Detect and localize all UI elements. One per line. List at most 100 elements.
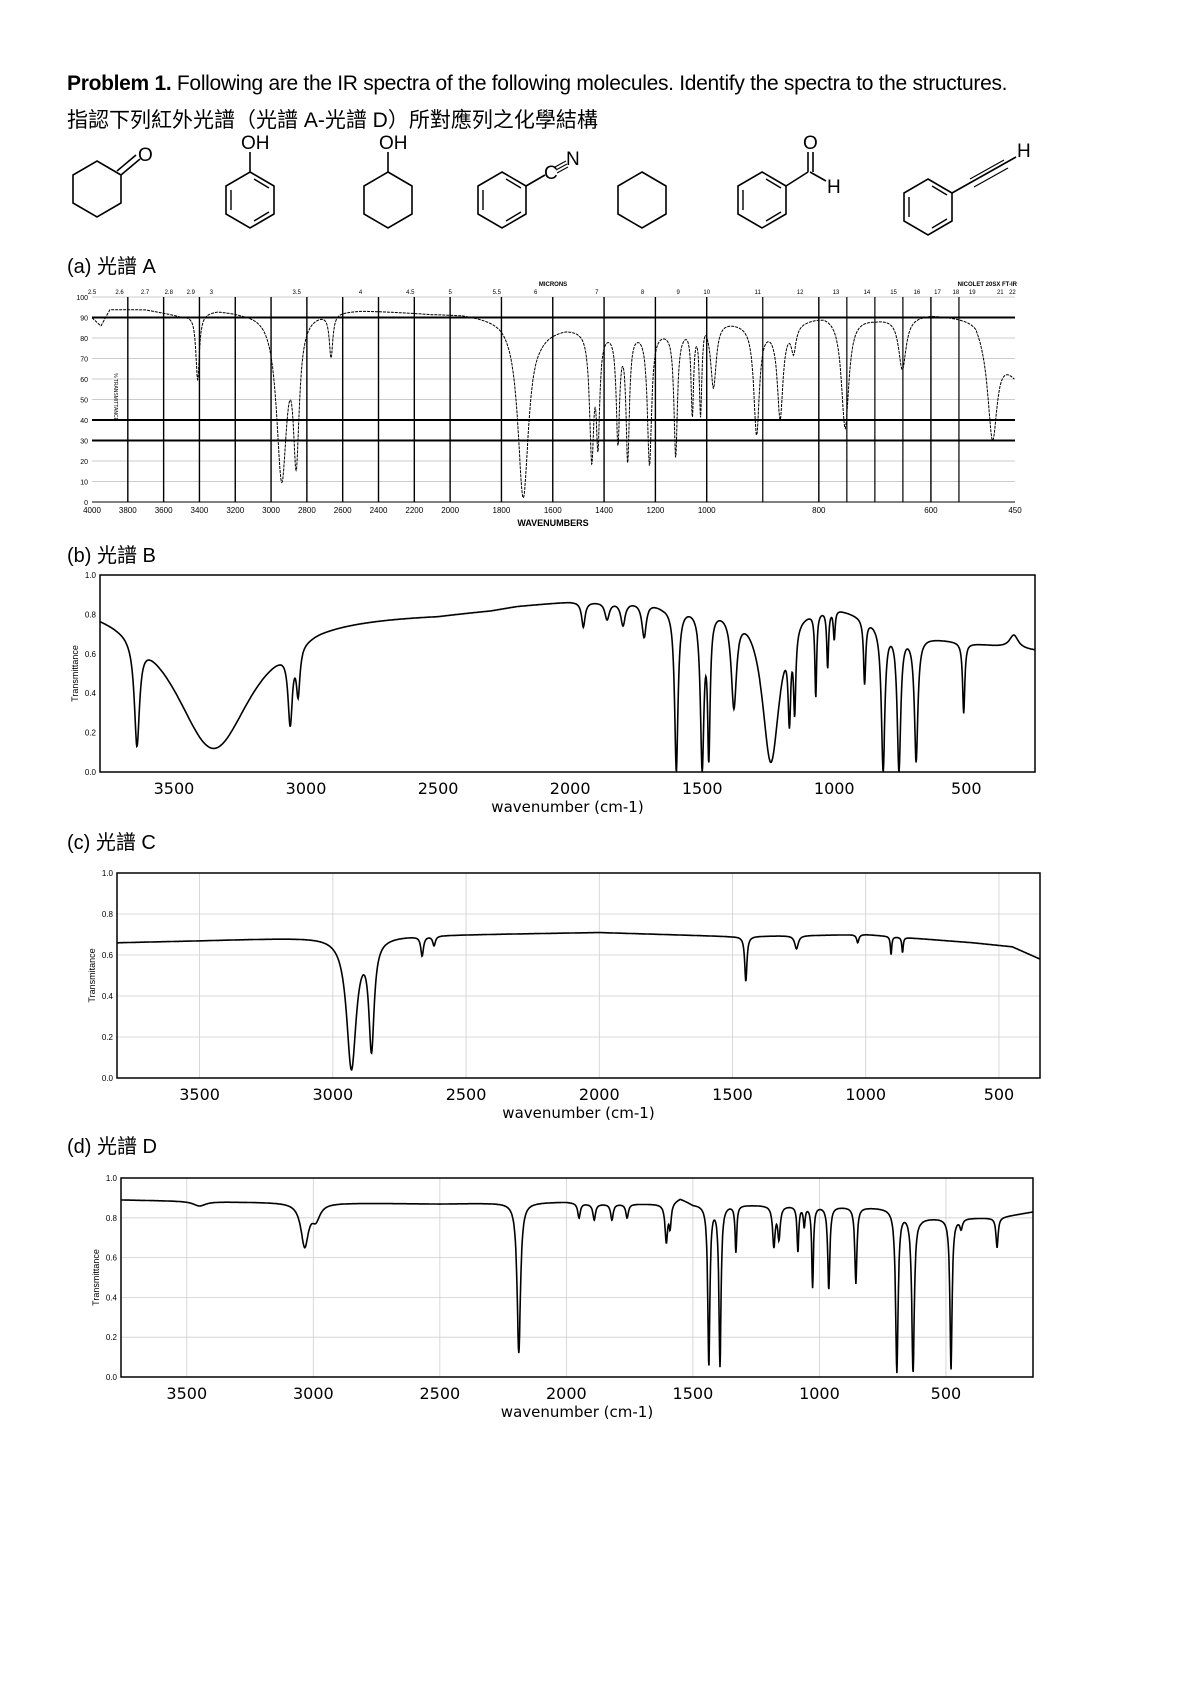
y-tick-label: 0.0 xyxy=(85,768,97,777)
y-axis-label: Transmitance xyxy=(87,948,97,1002)
micron-tick-label: 2.9 xyxy=(187,290,196,296)
molecule-structures: O OH OH C N O H H xyxy=(72,133,1031,236)
x-tick-label: 800 xyxy=(812,506,826,515)
x-tick-label: 2800 xyxy=(298,506,316,515)
corner-label: NICOLET 20SX FT-IR xyxy=(958,282,1018,288)
problem-label: Problem 1. xyxy=(67,72,172,95)
y-tick-label: 0 xyxy=(84,500,88,507)
spectrum-b-chart: 0.0 0.2 0.4 0.6 0.8 1.0 3500 3000 2500 2000 1500 10… xyxy=(70,571,1036,816)
plot-frame xyxy=(99,574,1036,773)
x-tick-label: 3500 xyxy=(166,1384,207,1403)
x-axis-label: wavenumber (cm-1) xyxy=(502,1104,654,1122)
micron-tick-label: 15 xyxy=(890,290,897,296)
x-tick-label: 600 xyxy=(924,506,938,515)
x-tick-label: 1500 xyxy=(682,779,723,798)
top-axis-label: MICRONS xyxy=(539,282,567,288)
micron-tick-label: 5 xyxy=(448,290,452,296)
atom-label: C xyxy=(544,163,558,184)
x-tick-label: 2500 xyxy=(418,779,459,798)
section-label-c: (c) 光譜 C xyxy=(67,832,156,854)
atom-label: OH xyxy=(379,133,408,154)
micron-tick-label: 16 xyxy=(914,290,921,296)
molecule-benzonitrile: C N xyxy=(477,149,580,229)
y-axis-label: Transmittance xyxy=(91,1249,101,1306)
x-tick-label: 2000 xyxy=(546,1384,587,1403)
y-tick-label: 20 xyxy=(80,459,88,466)
micron-tick-label: 3.5 xyxy=(292,290,301,296)
y-tick-label: 0.4 xyxy=(106,1293,118,1302)
x-tick-label: 3000 xyxy=(312,1085,353,1104)
x-tick-label: 4000 xyxy=(83,506,101,515)
y-tick-label: 100 xyxy=(76,295,88,302)
x-tick-label: 2200 xyxy=(405,506,423,515)
molecule-cyclohexanone: O xyxy=(72,145,153,218)
problem-text: Following are the IR spectra of the foll… xyxy=(171,72,1008,95)
spectrum-c-chart: 0.0 0.2 0.4 0.6 0.8 1.0 3500 3000 2500 2000 1500 10… xyxy=(87,869,1041,1122)
y-tick-label: 10 xyxy=(80,480,88,487)
micron-tick-label: 13 xyxy=(833,290,840,296)
y-tick-label: 0.6 xyxy=(85,650,97,659)
problem-title: Problem 1. Following are the IR spectra … xyxy=(67,72,1008,96)
atom-label: N xyxy=(566,149,580,170)
micron-tick-label: 11 xyxy=(755,290,762,296)
y-tick-label: 60 xyxy=(80,377,88,384)
micron-tick-label: 9 xyxy=(677,290,681,296)
atom-label: O xyxy=(138,145,153,166)
micron-tick-label: 10 xyxy=(703,290,710,296)
spectrum-line-b xyxy=(99,601,1036,773)
x-tick-label: 3200 xyxy=(226,506,244,515)
y-tick-label: 1.0 xyxy=(85,571,97,580)
x-tick-label: 2000 xyxy=(441,506,459,515)
y-tick-label: 50 xyxy=(80,398,88,405)
micron-tick-label: 7 xyxy=(595,290,599,296)
y-tick-label: 0.0 xyxy=(102,1074,114,1083)
x-tick-label: 2500 xyxy=(419,1384,460,1403)
atom-label: O xyxy=(803,133,818,154)
micron-tick-label: 12 xyxy=(797,290,804,296)
y-tick-label: 30 xyxy=(80,439,88,446)
x-tick-label: 1600 xyxy=(544,506,562,515)
x-tick-label: 2400 xyxy=(370,506,388,515)
x-tick-label: 3000 xyxy=(293,1384,334,1403)
section-label-a: (a) 光譜 A xyxy=(67,256,156,278)
x-tick-label: 3000 xyxy=(262,506,280,515)
y-tick-label: 0.2 xyxy=(106,1333,118,1342)
micron-tick-label: 14 xyxy=(864,290,871,296)
micron-tick-label: 8 xyxy=(641,290,645,296)
molecule-phenol: OH xyxy=(225,133,275,229)
molecule-cyclohexanol: OH xyxy=(363,133,413,229)
micron-tick-label: 4 xyxy=(359,290,363,296)
x-tick-label: 3400 xyxy=(191,506,209,515)
x-tick-label: 1500 xyxy=(712,1085,753,1104)
x-tick-label: 2600 xyxy=(334,506,352,515)
x-tick-label: 500 xyxy=(951,779,982,798)
micron-tick-label: 2.5 xyxy=(88,290,97,296)
spectrum-line-d xyxy=(121,1198,1033,1374)
micron-tick-label: 4.5 xyxy=(406,290,415,296)
y-tick-label: 0.6 xyxy=(102,951,114,960)
y-tick-label: 70 xyxy=(80,357,88,364)
spectrum-line-a xyxy=(91,309,1015,499)
y-tick-label: 0.8 xyxy=(85,610,97,619)
x-tick-label: 450 xyxy=(1008,506,1022,515)
micron-tick-label: 5.5 xyxy=(493,290,502,296)
x-tick-label: 3500 xyxy=(154,779,195,798)
x-tick-label: 3600 xyxy=(155,506,173,515)
micron-tick-label: 18 xyxy=(952,290,959,296)
x-tick-label: 1200 xyxy=(647,506,665,515)
x-tick-label: 500 xyxy=(984,1085,1015,1104)
y-tick-label: 0.2 xyxy=(102,1033,114,1042)
x-tick-label: 1400 xyxy=(595,506,613,515)
y-tick-label: 1.0 xyxy=(106,1174,118,1183)
y-tick-label: 0.4 xyxy=(85,689,97,698)
y-tick-label: 0.2 xyxy=(85,729,97,738)
x-tick-label: 1800 xyxy=(493,506,511,515)
plot-frame xyxy=(120,1177,1034,1378)
x-tick-label: 500 xyxy=(931,1384,962,1403)
x-tick-label: 3000 xyxy=(286,779,327,798)
micron-tick-label: 19 xyxy=(969,290,976,296)
y-tick-label: 90 xyxy=(80,316,88,323)
micron-tick-label: 22 xyxy=(1009,290,1016,296)
atom-label: OH xyxy=(241,133,270,154)
